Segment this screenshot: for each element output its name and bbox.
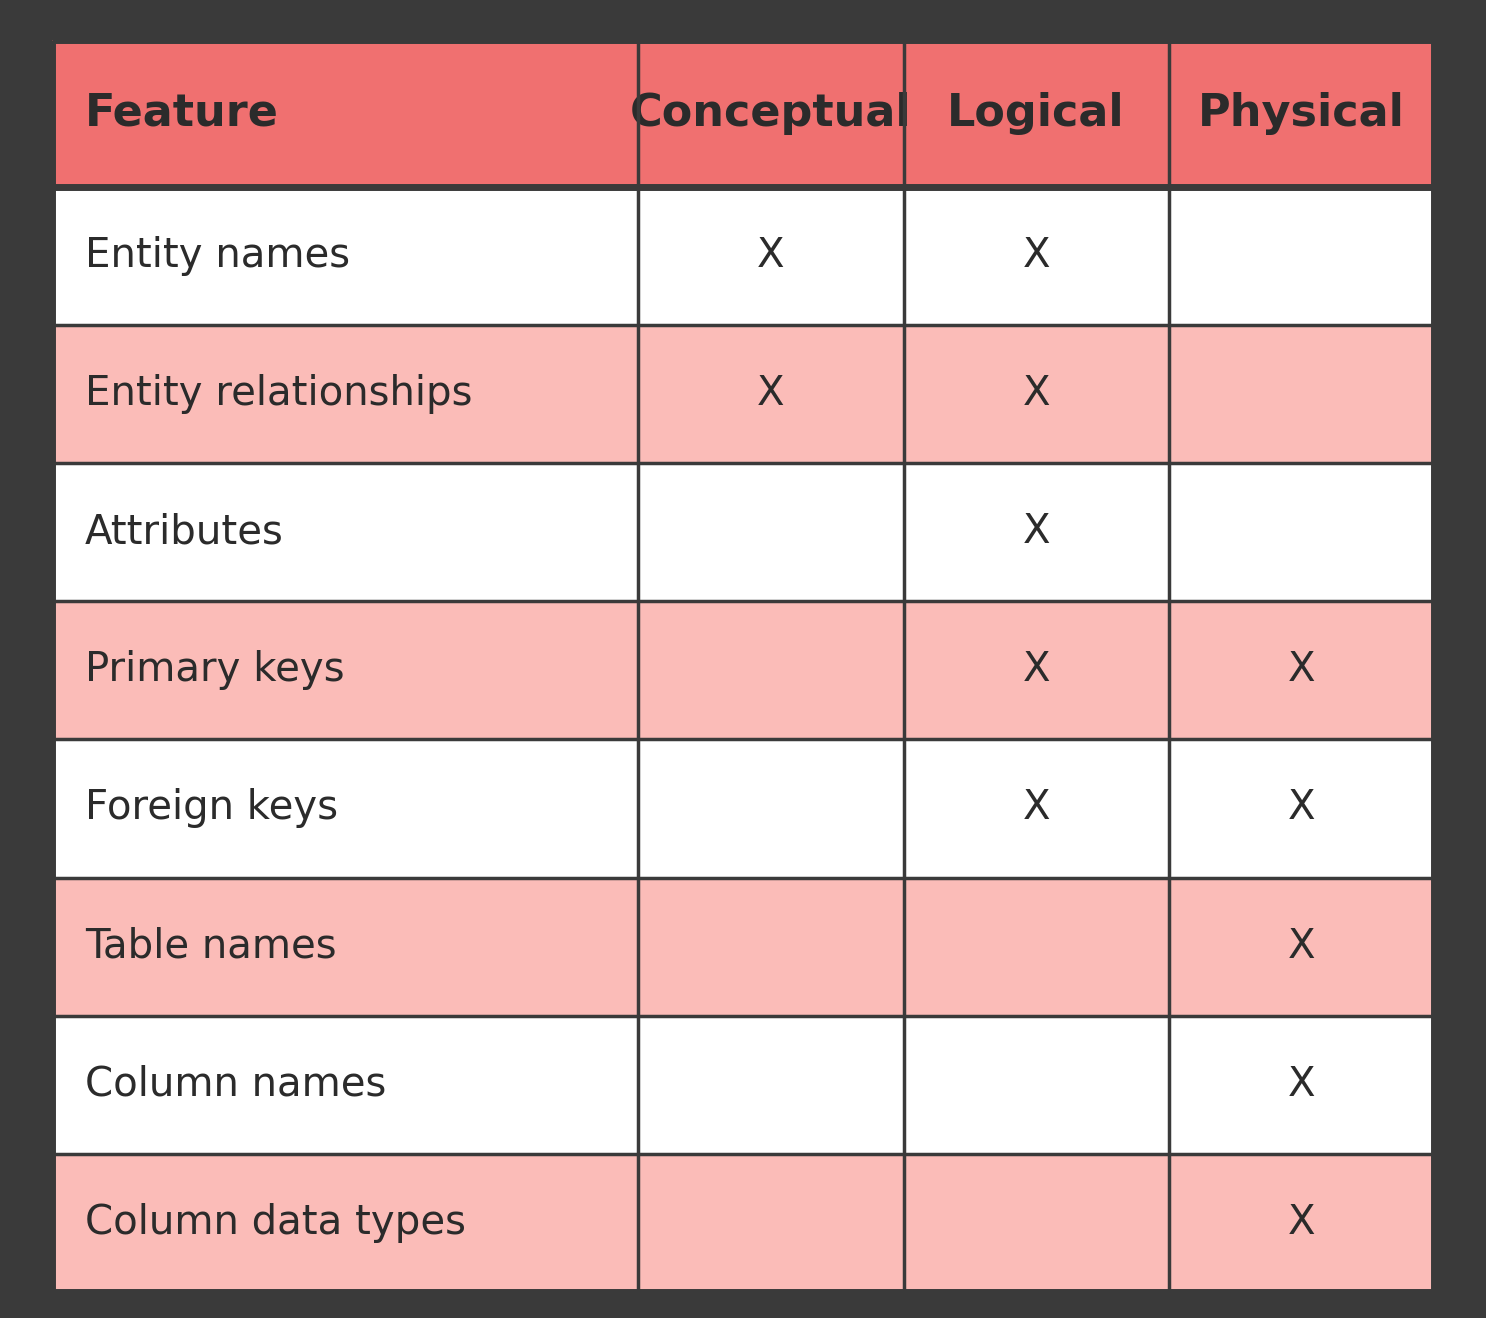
Text: X: X bbox=[1022, 651, 1051, 691]
Bar bbox=[639, 739, 903, 878]
Text: Entity names: Entity names bbox=[85, 236, 349, 277]
Bar bbox=[1169, 326, 1434, 464]
Text: Table names: Table names bbox=[85, 927, 336, 966]
Text: X: X bbox=[1022, 513, 1051, 552]
Text: Conceptual: Conceptual bbox=[630, 92, 912, 134]
Bar bbox=[639, 1153, 903, 1292]
Bar bbox=[639, 326, 903, 464]
Bar bbox=[639, 187, 903, 326]
Bar bbox=[52, 187, 639, 326]
Bar bbox=[639, 878, 903, 1016]
Bar bbox=[1169, 878, 1434, 1016]
Text: Attributes: Attributes bbox=[85, 513, 284, 552]
Bar bbox=[52, 1016, 639, 1153]
Bar bbox=[52, 601, 639, 739]
Text: Logical: Logical bbox=[948, 92, 1125, 134]
Bar bbox=[1169, 601, 1434, 739]
Bar bbox=[52, 739, 639, 878]
Bar bbox=[903, 601, 1169, 739]
Bar bbox=[903, 1153, 1169, 1292]
Bar bbox=[639, 40, 903, 187]
Text: X: X bbox=[756, 236, 785, 277]
Text: X: X bbox=[756, 374, 785, 414]
Bar bbox=[1169, 739, 1434, 878]
Bar bbox=[903, 187, 1169, 326]
Bar bbox=[52, 878, 639, 1016]
Text: Physical: Physical bbox=[1198, 92, 1404, 134]
Text: Column names: Column names bbox=[85, 1065, 386, 1104]
Bar bbox=[639, 1016, 903, 1153]
Bar bbox=[52, 1153, 639, 1292]
Text: Foreign keys: Foreign keys bbox=[85, 788, 337, 829]
Bar bbox=[1169, 1153, 1434, 1292]
Text: X: X bbox=[1022, 236, 1051, 277]
Text: Entity relationships: Entity relationships bbox=[85, 374, 473, 414]
Bar bbox=[639, 464, 903, 601]
Bar bbox=[52, 326, 639, 464]
Text: X: X bbox=[1022, 788, 1051, 829]
Text: X: X bbox=[1287, 788, 1315, 829]
Bar bbox=[903, 326, 1169, 464]
Bar bbox=[903, 739, 1169, 878]
Bar bbox=[52, 40, 639, 187]
Bar bbox=[639, 601, 903, 739]
Text: X: X bbox=[1287, 927, 1315, 966]
Bar bbox=[52, 464, 639, 601]
Text: X: X bbox=[1287, 1065, 1315, 1104]
Bar bbox=[903, 40, 1169, 187]
Text: Feature: Feature bbox=[85, 92, 278, 134]
Text: Column data types: Column data types bbox=[85, 1202, 465, 1243]
Bar bbox=[903, 1016, 1169, 1153]
Bar bbox=[1169, 187, 1434, 326]
Bar bbox=[1169, 464, 1434, 601]
Bar bbox=[903, 878, 1169, 1016]
Text: X: X bbox=[1022, 374, 1051, 414]
Text: X: X bbox=[1287, 651, 1315, 691]
Bar bbox=[903, 464, 1169, 601]
Text: Primary keys: Primary keys bbox=[85, 651, 345, 691]
Bar bbox=[1169, 1016, 1434, 1153]
Bar bbox=[1169, 40, 1434, 187]
Text: X: X bbox=[1287, 1202, 1315, 1243]
